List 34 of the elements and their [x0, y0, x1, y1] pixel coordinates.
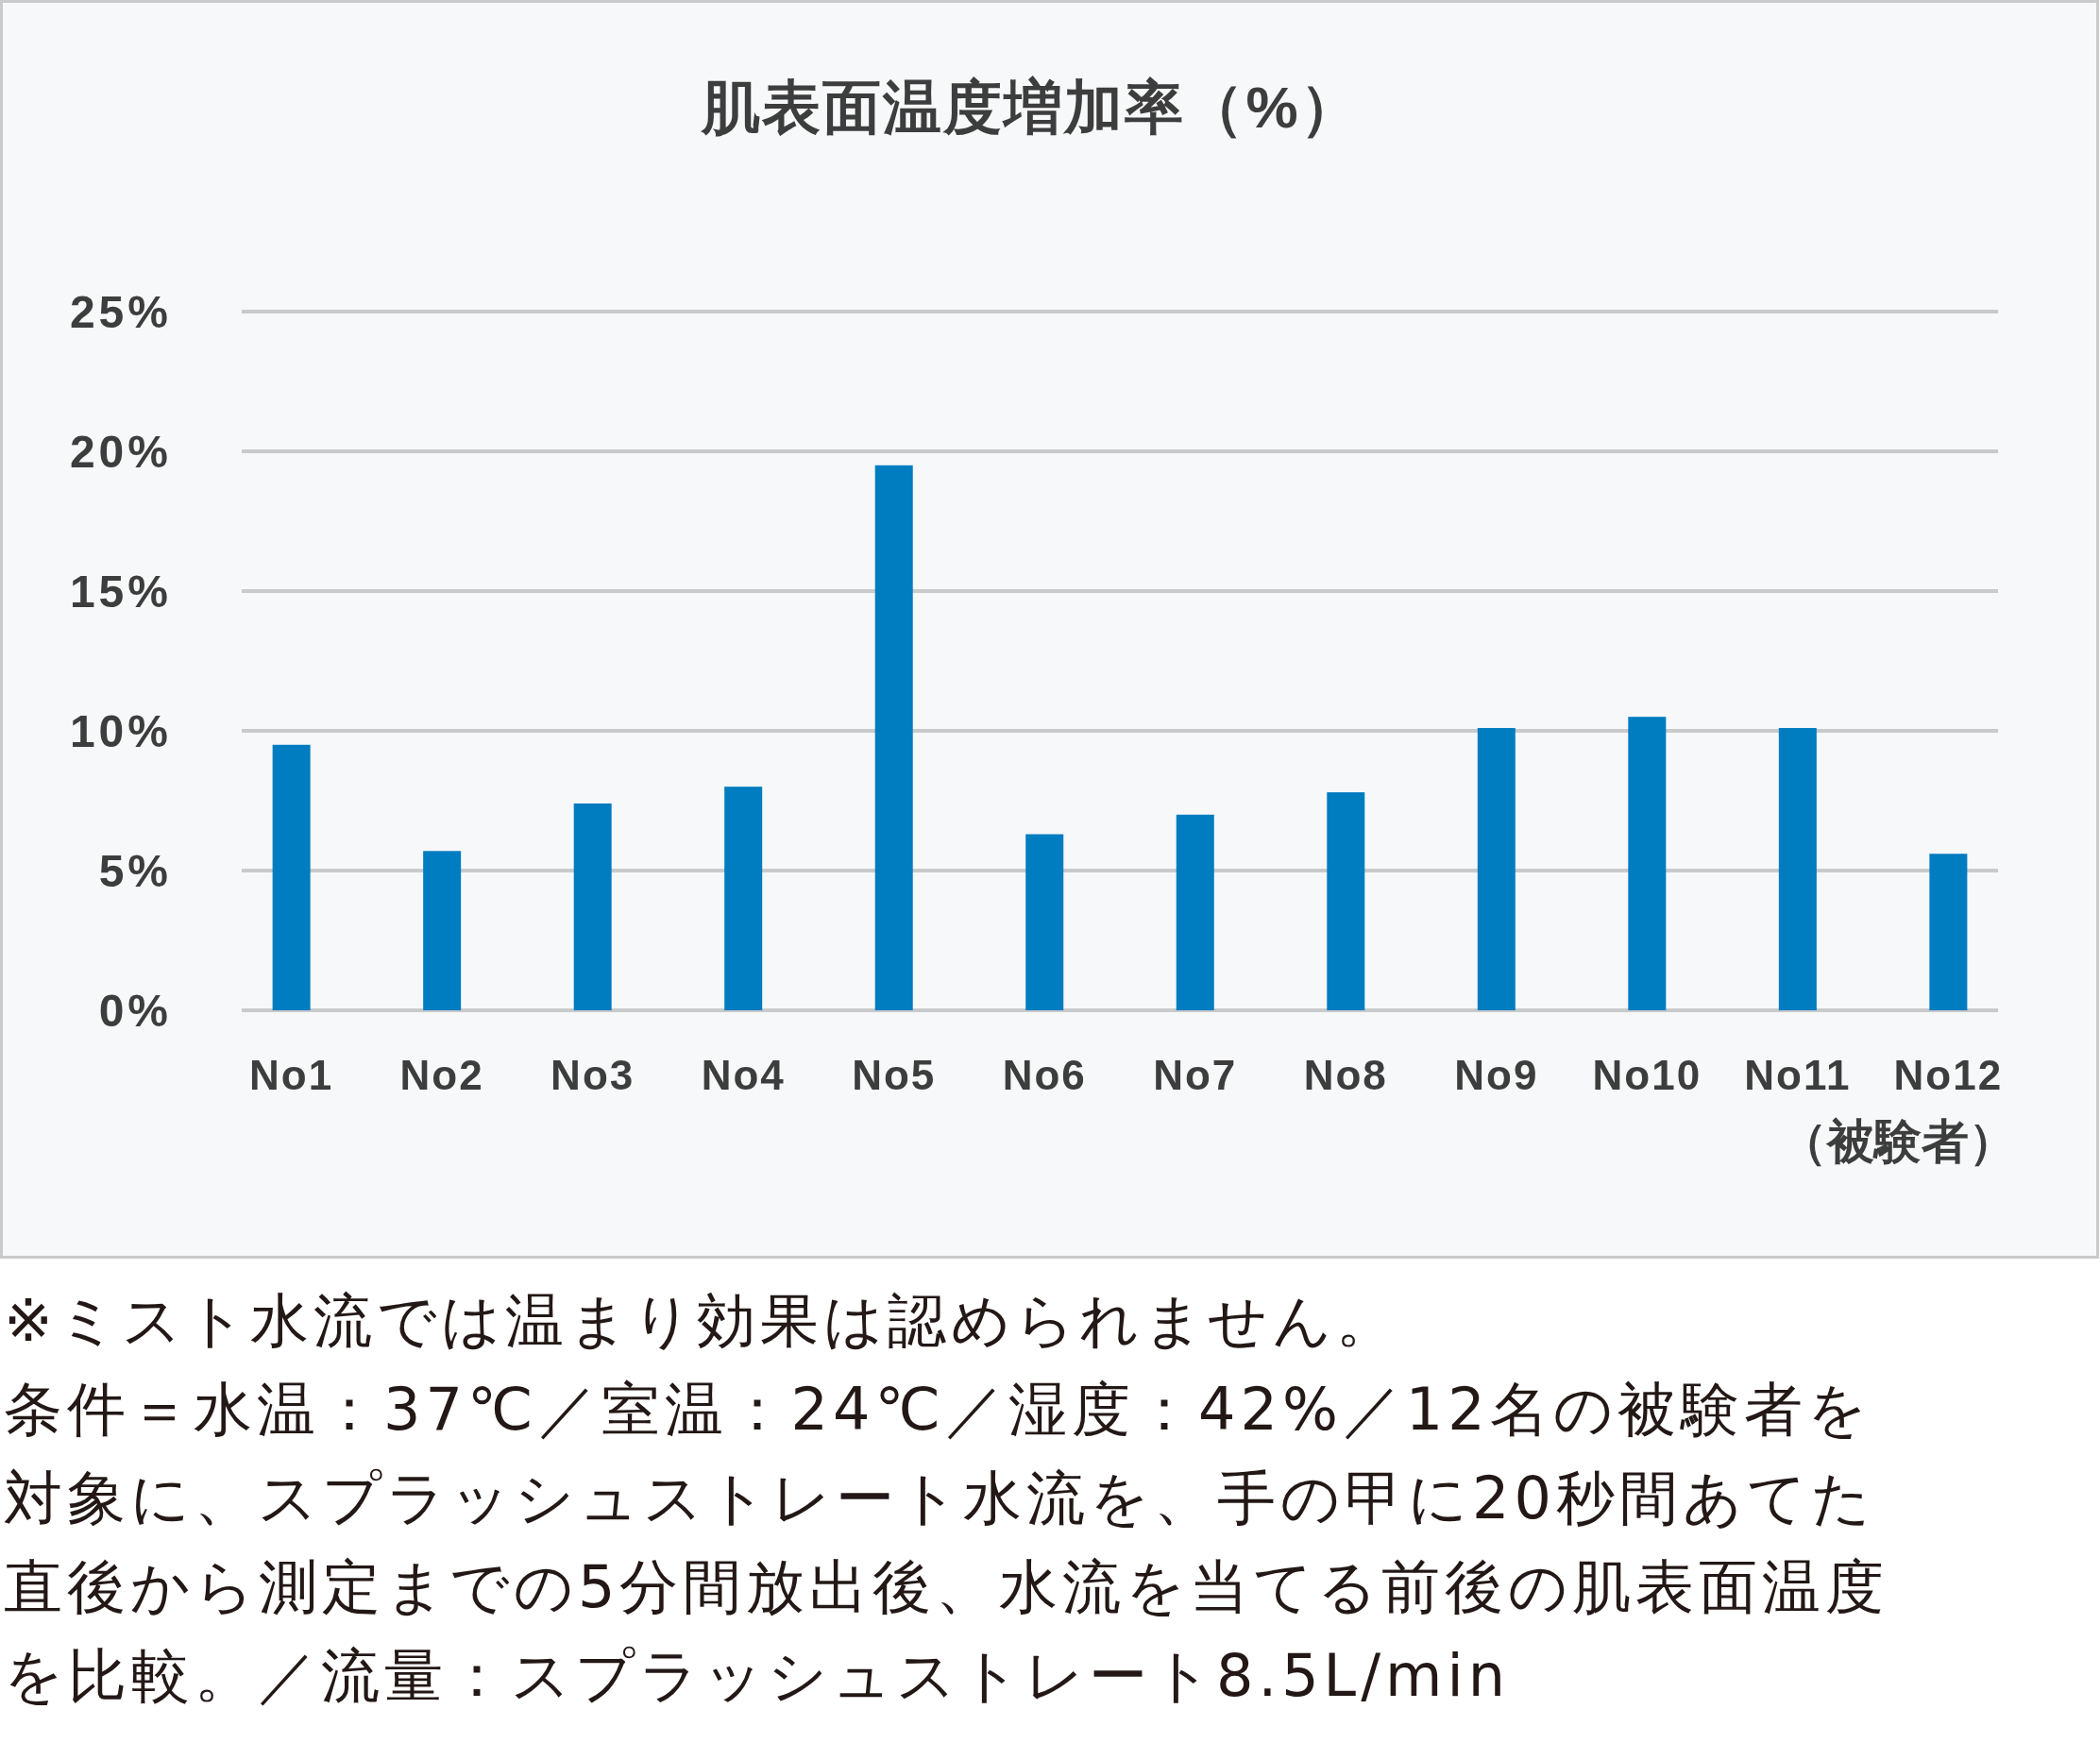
bar: [1025, 834, 1064, 1010]
x-tick-label: No8: [1303, 1051, 1388, 1098]
bar: [272, 744, 311, 1010]
y-tick-label: 25%: [69, 286, 172, 337]
x-tick-label: No9: [1454, 1051, 1539, 1098]
y-tick-label: 0%: [98, 985, 172, 1036]
x-tick-label: No12: [1893, 1051, 2004, 1098]
x-tick-label: No1: [249, 1051, 334, 1098]
y-tick-label: 5%: [98, 845, 172, 896]
x-tick-label: No2: [399, 1051, 484, 1098]
chart-title: 肌表面温度増加率（%）: [700, 74, 1361, 140]
bar: [1628, 717, 1667, 1010]
y-tick-label: 20%: [69, 426, 172, 477]
x-tick-label: No10: [1592, 1051, 1702, 1098]
y-tick-label: 10%: [69, 705, 172, 756]
x-tick-label: No3: [550, 1051, 635, 1098]
bar: [724, 787, 763, 1010]
bar: [1477, 728, 1516, 1010]
text: 条件＝水温：37℃／室温：24℃／湿度：42%／12名の被験者を対象に、スプラッシュストレート水流を、手の甲に20秒間あてた直後から測定までの5分間放出後、水流を当てる前後の肌表面温度を比較。／流量：スプラッシュストレート8.5L/min: [4, 1374, 1890, 1712]
bar: [1176, 814, 1214, 1010]
x-tick-label: No4: [701, 1051, 786, 1098]
x-tick-label: No11: [1744, 1051, 1852, 1098]
y-tick-label: 15%: [69, 566, 172, 617]
bar: [423, 851, 462, 1010]
bar: [1929, 854, 1968, 1010]
x-tick-label: No6: [1002, 1051, 1087, 1098]
bar: [874, 465, 913, 1010]
bar: [1327, 792, 1365, 1010]
bar: [1778, 728, 1817, 1010]
x-tick-label: No5: [852, 1051, 937, 1098]
x-axis-title: （被験者）: [1780, 1115, 2016, 1168]
x-tick-label: No7: [1153, 1051, 1238, 1098]
bar: [573, 803, 612, 1010]
text: ※ミスト水流では温まり効果は認められません。: [4, 1285, 1400, 1357]
